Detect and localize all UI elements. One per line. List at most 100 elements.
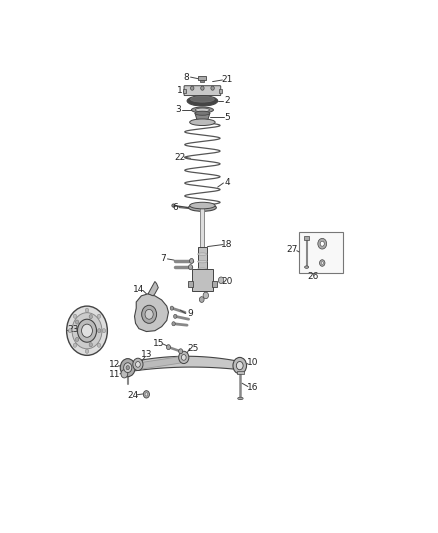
Bar	[183, 88, 186, 93]
Circle shape	[73, 314, 77, 318]
Circle shape	[73, 343, 77, 348]
Circle shape	[102, 329, 106, 333]
Circle shape	[145, 393, 148, 396]
Text: 4: 4	[224, 179, 230, 188]
Circle shape	[320, 260, 325, 266]
Ellipse shape	[198, 261, 207, 263]
Ellipse shape	[190, 119, 215, 126]
Circle shape	[120, 359, 135, 377]
Circle shape	[141, 305, 156, 324]
Circle shape	[133, 358, 143, 370]
Polygon shape	[195, 113, 210, 120]
Text: 23: 23	[68, 326, 79, 334]
Circle shape	[81, 324, 92, 337]
Text: 5: 5	[224, 113, 230, 122]
Circle shape	[170, 306, 173, 310]
Circle shape	[188, 265, 193, 270]
Text: 16: 16	[247, 383, 258, 392]
Circle shape	[320, 241, 324, 246]
Ellipse shape	[304, 266, 309, 268]
Text: 20: 20	[222, 277, 233, 286]
Text: 24: 24	[127, 391, 138, 400]
Text: 1: 1	[177, 86, 183, 95]
FancyBboxPatch shape	[184, 86, 221, 95]
Polygon shape	[148, 281, 158, 296]
Bar	[212, 281, 217, 287]
Circle shape	[145, 309, 153, 319]
Bar	[192, 269, 212, 290]
Text: 11: 11	[110, 370, 121, 379]
Text: 2: 2	[224, 96, 230, 106]
Circle shape	[233, 358, 247, 374]
Circle shape	[172, 322, 175, 326]
Ellipse shape	[195, 111, 210, 115]
Ellipse shape	[190, 202, 215, 209]
Text: 27: 27	[287, 245, 298, 254]
Circle shape	[85, 308, 88, 312]
Circle shape	[190, 259, 194, 263]
Circle shape	[166, 345, 170, 350]
Polygon shape	[128, 356, 187, 371]
Circle shape	[181, 354, 186, 360]
Circle shape	[97, 343, 101, 348]
Circle shape	[124, 363, 132, 373]
Polygon shape	[134, 294, 169, 332]
Circle shape	[318, 238, 327, 249]
Circle shape	[85, 349, 88, 353]
Circle shape	[78, 319, 96, 342]
Text: 18: 18	[222, 240, 233, 249]
Bar	[188, 281, 193, 287]
Text: 26: 26	[308, 272, 319, 281]
Bar	[198, 76, 206, 80]
Circle shape	[219, 277, 224, 284]
Text: 21: 21	[222, 76, 233, 84]
Text: 15: 15	[152, 338, 164, 348]
Circle shape	[126, 366, 130, 370]
Circle shape	[89, 343, 92, 347]
Circle shape	[98, 329, 101, 333]
Text: 3: 3	[175, 106, 181, 115]
Polygon shape	[128, 356, 240, 372]
Circle shape	[179, 351, 189, 364]
Circle shape	[97, 314, 101, 318]
Circle shape	[75, 320, 79, 324]
Bar	[219, 88, 222, 93]
Circle shape	[72, 313, 102, 349]
Bar	[299, 232, 343, 273]
Circle shape	[135, 361, 140, 367]
Circle shape	[143, 391, 149, 398]
Bar	[200, 207, 205, 247]
Circle shape	[179, 349, 183, 354]
Bar	[237, 370, 244, 374]
Circle shape	[201, 86, 204, 90]
Text: 10: 10	[247, 358, 258, 367]
Bar	[304, 236, 309, 240]
Ellipse shape	[191, 107, 213, 113]
Text: 8: 8	[184, 72, 189, 82]
Ellipse shape	[172, 204, 175, 207]
Circle shape	[121, 370, 128, 378]
Circle shape	[211, 86, 214, 90]
Circle shape	[67, 306, 107, 356]
Ellipse shape	[188, 204, 216, 211]
Text: 14: 14	[133, 285, 145, 294]
Circle shape	[191, 86, 194, 90]
Text: 9: 9	[187, 309, 193, 318]
Circle shape	[199, 297, 204, 302]
Circle shape	[173, 314, 177, 318]
Circle shape	[321, 262, 323, 264]
Circle shape	[68, 329, 72, 333]
Ellipse shape	[198, 253, 207, 255]
Bar	[198, 247, 207, 269]
Circle shape	[237, 361, 243, 370]
Ellipse shape	[187, 96, 218, 106]
Text: 13: 13	[141, 350, 153, 359]
Circle shape	[75, 337, 79, 342]
Bar	[200, 79, 205, 82]
Text: 12: 12	[109, 360, 120, 369]
Ellipse shape	[238, 397, 243, 400]
Text: 7: 7	[160, 254, 166, 263]
Circle shape	[203, 292, 208, 298]
Ellipse shape	[198, 268, 207, 270]
Text: 25: 25	[187, 344, 199, 353]
